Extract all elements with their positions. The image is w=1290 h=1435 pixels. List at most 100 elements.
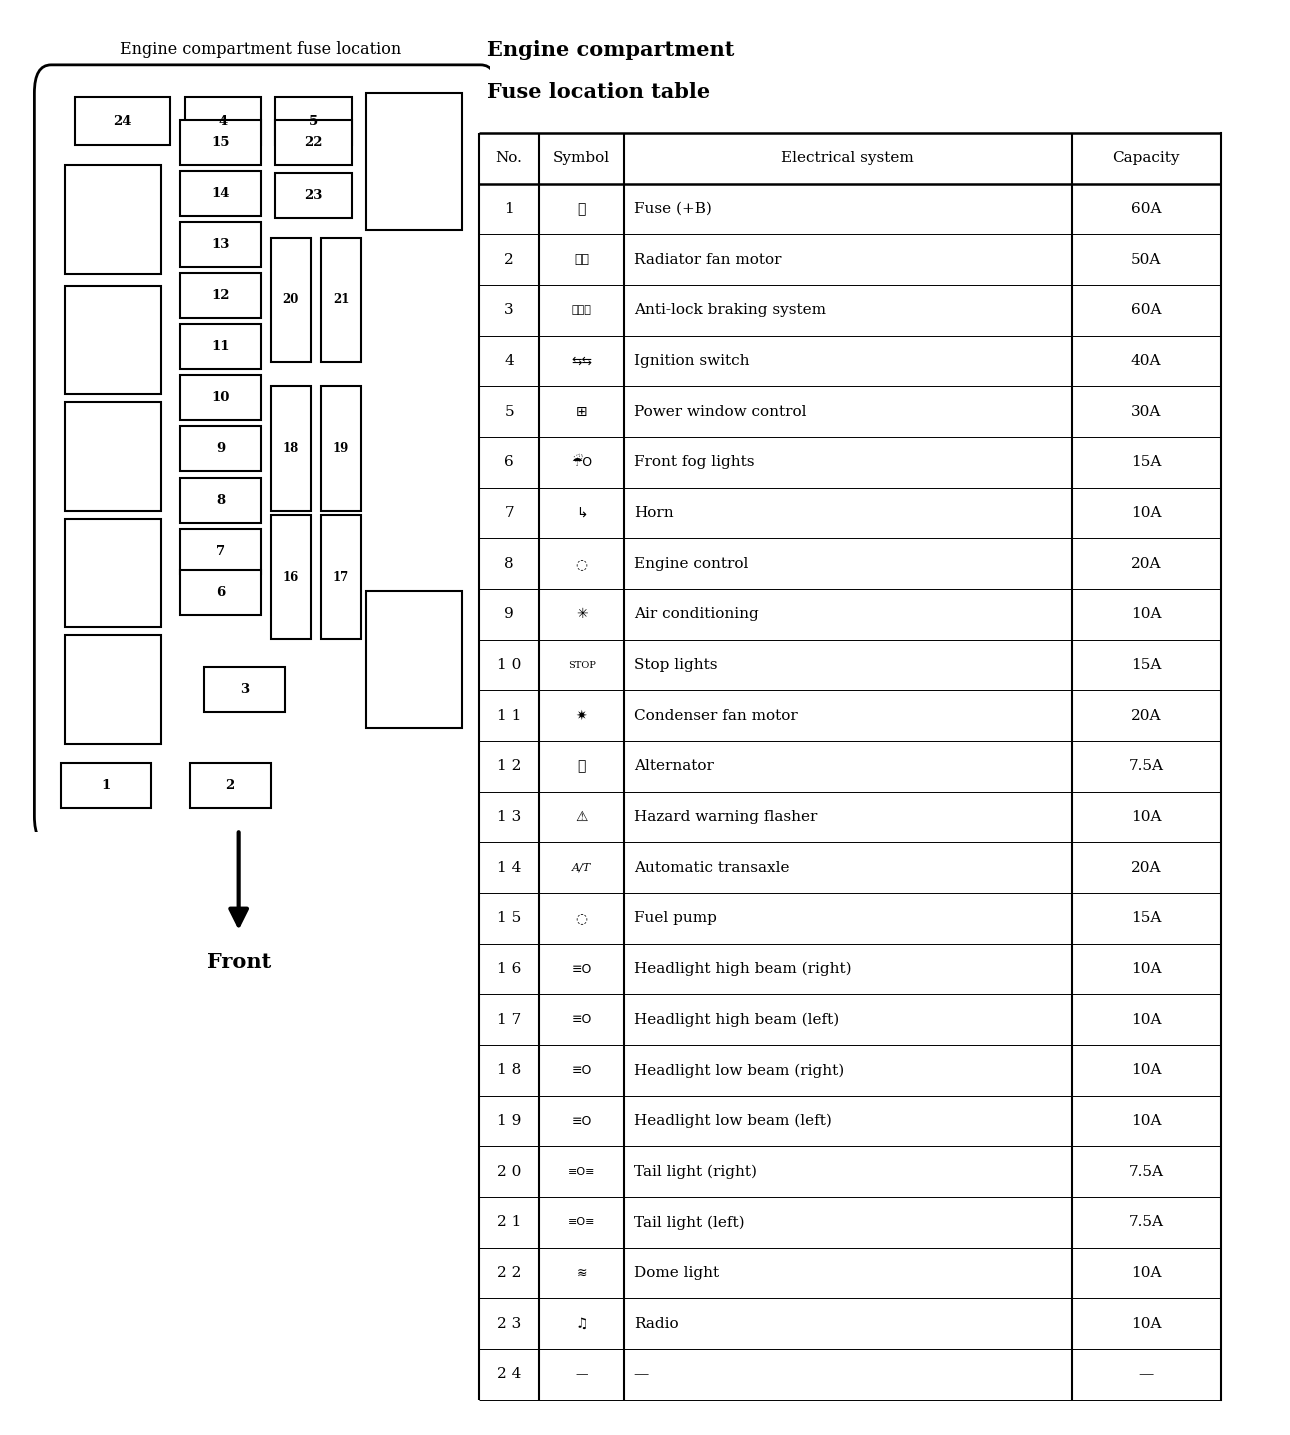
Text: 2 4: 2 4 xyxy=(497,1368,521,1382)
Text: 9: 9 xyxy=(504,607,513,621)
Bar xyxy=(321,238,361,362)
Text: Front: Front xyxy=(206,951,271,971)
Text: Radiator fan motor: Radiator fan motor xyxy=(633,253,782,267)
Bar xyxy=(276,98,352,145)
Text: Engine compartment: Engine compartment xyxy=(486,40,734,60)
Text: 8: 8 xyxy=(504,557,513,571)
Text: ⎓: ⎓ xyxy=(578,759,586,773)
Text: 2: 2 xyxy=(504,253,513,267)
Text: 10A: 10A xyxy=(1131,1063,1161,1078)
Text: 2 3: 2 3 xyxy=(497,1317,521,1330)
Text: ≋: ≋ xyxy=(577,1267,587,1280)
Bar xyxy=(190,763,271,808)
Bar xyxy=(181,121,261,165)
Text: 20: 20 xyxy=(283,293,299,307)
Text: 15A: 15A xyxy=(1131,911,1161,926)
Bar xyxy=(184,98,261,145)
Text: Headlight high beam (right): Headlight high beam (right) xyxy=(633,961,851,976)
Bar xyxy=(181,570,261,616)
Text: 11: 11 xyxy=(212,340,230,353)
Text: 22: 22 xyxy=(304,136,322,149)
Text: 10A: 10A xyxy=(1131,961,1161,976)
Text: ≡O: ≡O xyxy=(571,963,592,976)
Text: 9: 9 xyxy=(215,442,226,455)
Text: 20A: 20A xyxy=(1131,557,1161,571)
Bar xyxy=(181,426,261,472)
Text: ✳: ✳ xyxy=(575,607,587,621)
Text: ◌: ◌ xyxy=(575,557,588,571)
Text: 14: 14 xyxy=(212,188,230,201)
Text: ≡O≡: ≡O≡ xyxy=(568,1217,596,1227)
Text: Headlight low beam (left): Headlight low beam (left) xyxy=(633,1114,832,1128)
Text: Horn: Horn xyxy=(633,507,673,519)
Bar xyxy=(61,763,151,808)
Text: 23: 23 xyxy=(304,189,322,202)
Text: No.: No. xyxy=(495,152,522,165)
Text: 13: 13 xyxy=(212,238,230,251)
Text: 30A: 30A xyxy=(1131,405,1161,419)
Bar xyxy=(66,519,161,627)
Text: ◌: ◌ xyxy=(575,911,588,926)
Text: 1 2: 1 2 xyxy=(497,759,521,773)
Text: ≡O: ≡O xyxy=(571,1013,592,1026)
Text: ⇆⇆: ⇆⇆ xyxy=(571,354,592,367)
Text: 10A: 10A xyxy=(1131,607,1161,621)
Text: 7.5A: 7.5A xyxy=(1129,759,1164,773)
Text: 1 5: 1 5 xyxy=(497,911,521,926)
Text: ⊞: ⊞ xyxy=(575,405,587,419)
Text: 10A: 10A xyxy=(1131,507,1161,519)
Text: 10: 10 xyxy=(212,392,230,405)
Text: 60A: 60A xyxy=(1131,202,1161,217)
Text: ≡O: ≡O xyxy=(571,1115,592,1128)
Bar xyxy=(181,274,261,319)
Text: ♫: ♫ xyxy=(575,1317,588,1330)
Text: 4: 4 xyxy=(504,354,513,369)
Text: 60A: 60A xyxy=(1131,303,1161,317)
Text: 19: 19 xyxy=(333,442,350,455)
Bar xyxy=(181,376,261,420)
Text: ⚠: ⚠ xyxy=(575,811,588,824)
Text: Alternator: Alternator xyxy=(633,759,713,773)
Text: STOP: STOP xyxy=(568,660,596,670)
Text: Headlight low beam (right): Headlight low beam (right) xyxy=(633,1063,844,1078)
Text: 15: 15 xyxy=(212,136,230,149)
Text: 40A: 40A xyxy=(1131,354,1161,369)
Text: 2: 2 xyxy=(226,779,235,792)
Text: 5: 5 xyxy=(310,115,319,128)
Text: 3: 3 xyxy=(504,303,513,317)
Bar xyxy=(181,171,261,217)
Bar xyxy=(66,636,161,743)
Bar xyxy=(204,667,285,712)
Text: Ignition switch: Ignition switch xyxy=(633,354,749,369)
Text: 21: 21 xyxy=(333,293,350,307)
Text: 16: 16 xyxy=(283,571,299,584)
Bar xyxy=(181,528,261,574)
Text: 6: 6 xyxy=(215,587,226,600)
Text: 1 6: 1 6 xyxy=(497,961,521,976)
Text: Hazard warning flasher: Hazard warning flasher xyxy=(633,811,817,824)
Bar xyxy=(66,165,161,274)
Text: Tail light (right): Tail light (right) xyxy=(633,1165,757,1180)
Text: 2 1: 2 1 xyxy=(497,1215,521,1230)
Text: —: — xyxy=(633,1368,649,1382)
Text: 15A: 15A xyxy=(1131,455,1161,469)
Text: Stop lights: Stop lights xyxy=(633,659,717,672)
Text: Front fog lights: Front fog lights xyxy=(633,455,755,469)
Text: Air conditioning: Air conditioning xyxy=(633,607,759,621)
Text: 2 2: 2 2 xyxy=(497,1266,521,1280)
Text: Engine control: Engine control xyxy=(633,557,748,571)
Bar xyxy=(181,324,261,369)
Text: 12: 12 xyxy=(212,290,230,303)
Bar xyxy=(321,386,361,511)
Text: 7: 7 xyxy=(504,507,513,519)
Text: Tail light (left): Tail light (left) xyxy=(633,1215,744,1230)
Text: ☔O: ☔O xyxy=(571,456,592,469)
Text: Power window control: Power window control xyxy=(633,405,806,419)
Bar xyxy=(75,98,170,145)
Text: ≡O≡: ≡O≡ xyxy=(568,1167,596,1177)
Text: Fuse (+B): Fuse (+B) xyxy=(633,202,712,217)
Text: 20A: 20A xyxy=(1131,861,1161,875)
Text: 7: 7 xyxy=(215,544,224,558)
Text: 1 4: 1 4 xyxy=(497,861,521,875)
Bar xyxy=(366,591,462,728)
